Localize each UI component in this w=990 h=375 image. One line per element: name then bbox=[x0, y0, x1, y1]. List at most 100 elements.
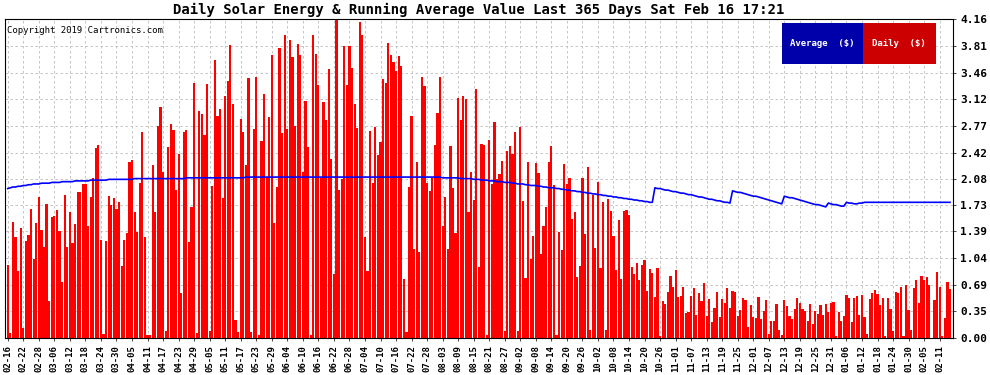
FancyBboxPatch shape bbox=[782, 22, 862, 64]
Bar bbox=[719, 318, 721, 338]
Bar bbox=[752, 317, 754, 338]
Bar bbox=[626, 210, 628, 338]
Bar bbox=[656, 268, 658, 338]
Bar bbox=[379, 142, 381, 338]
Bar bbox=[260, 141, 262, 338]
Bar bbox=[286, 129, 288, 338]
Bar bbox=[159, 107, 161, 338]
Bar bbox=[889, 309, 892, 338]
Bar bbox=[172, 130, 174, 338]
Bar bbox=[842, 316, 845, 338]
Bar bbox=[408, 187, 410, 338]
Bar bbox=[183, 132, 185, 338]
Bar bbox=[744, 300, 746, 338]
Bar bbox=[7, 265, 9, 338]
Bar bbox=[868, 298, 871, 338]
Bar bbox=[9, 333, 12, 338]
Bar bbox=[716, 292, 718, 338]
Bar bbox=[794, 309, 796, 338]
Bar bbox=[677, 297, 679, 338]
Bar bbox=[740, 310, 742, 338]
Bar bbox=[149, 334, 151, 338]
Bar bbox=[812, 324, 814, 338]
Bar bbox=[198, 111, 200, 338]
Bar bbox=[493, 122, 496, 338]
Bar bbox=[895, 292, 897, 338]
Bar bbox=[102, 334, 105, 338]
Bar bbox=[579, 266, 581, 338]
Bar bbox=[939, 287, 940, 338]
Bar bbox=[517, 331, 519, 338]
Bar bbox=[838, 312, 840, 338]
Bar bbox=[871, 293, 873, 338]
Bar bbox=[552, 185, 555, 338]
Bar bbox=[946, 282, 948, 338]
Bar bbox=[201, 114, 203, 338]
Bar bbox=[610, 211, 612, 338]
Bar bbox=[206, 84, 208, 338]
Bar bbox=[320, 177, 322, 338]
Bar bbox=[908, 310, 910, 338]
Bar bbox=[828, 312, 830, 338]
Bar bbox=[263, 94, 265, 338]
Bar bbox=[714, 308, 716, 338]
Bar bbox=[732, 291, 734, 338]
Bar bbox=[366, 271, 368, 338]
Bar bbox=[641, 264, 644, 338]
Bar bbox=[392, 62, 395, 338]
Bar bbox=[167, 147, 169, 338]
Bar bbox=[926, 277, 928, 338]
Bar bbox=[126, 234, 128, 338]
Bar bbox=[563, 164, 565, 338]
Bar bbox=[41, 230, 43, 338]
Bar bbox=[356, 129, 358, 338]
Bar bbox=[68, 212, 71, 338]
Bar bbox=[485, 335, 488, 338]
Bar bbox=[459, 120, 462, 338]
Bar bbox=[659, 336, 661, 338]
Bar bbox=[874, 290, 876, 338]
Bar bbox=[666, 292, 669, 338]
Bar bbox=[775, 304, 778, 338]
Bar bbox=[25, 241, 27, 338]
Bar bbox=[361, 35, 363, 338]
Bar bbox=[721, 299, 724, 338]
Bar bbox=[328, 69, 330, 338]
Bar bbox=[900, 286, 902, 338]
Bar bbox=[116, 209, 118, 338]
Bar bbox=[682, 286, 684, 338]
Bar bbox=[82, 184, 84, 338]
Bar bbox=[669, 276, 671, 338]
Bar bbox=[545, 207, 547, 338]
Text: Daily  ($): Daily ($) bbox=[872, 39, 926, 48]
Bar bbox=[273, 223, 275, 338]
Bar bbox=[358, 22, 361, 338]
Bar bbox=[620, 279, 623, 338]
Bar bbox=[175, 190, 177, 338]
Bar bbox=[773, 321, 775, 338]
Bar bbox=[87, 226, 89, 338]
Bar bbox=[377, 155, 379, 338]
Bar bbox=[830, 303, 832, 338]
Bar bbox=[341, 179, 343, 338]
Bar bbox=[89, 197, 92, 338]
Bar bbox=[690, 296, 692, 338]
Bar bbox=[568, 178, 570, 338]
Bar bbox=[618, 220, 620, 338]
Bar bbox=[825, 303, 827, 338]
Bar bbox=[74, 224, 76, 338]
Bar bbox=[737, 316, 739, 338]
Bar bbox=[475, 89, 477, 338]
Bar bbox=[799, 303, 801, 338]
Bar bbox=[281, 133, 283, 338]
Bar bbox=[312, 35, 314, 338]
Bar bbox=[445, 197, 446, 338]
Bar bbox=[594, 248, 596, 338]
Bar bbox=[921, 276, 923, 338]
Bar bbox=[729, 308, 731, 338]
Bar bbox=[491, 184, 493, 338]
Bar bbox=[110, 205, 113, 338]
Bar bbox=[809, 304, 812, 338]
Bar bbox=[203, 135, 206, 338]
Bar bbox=[599, 268, 602, 338]
